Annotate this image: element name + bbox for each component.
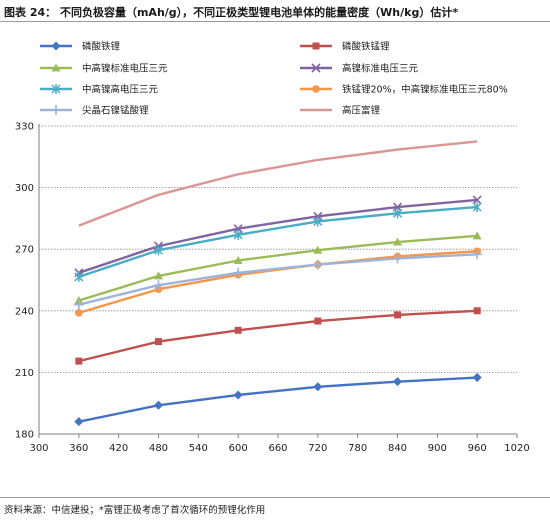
figure-header: 图表 24： 不同负极容量（mAh/g），不同正极类型锂电池单体的能量密度（Wh… [0, 0, 550, 24]
chart-series [73, 140, 483, 427]
legend-label: 高压富锂 [342, 105, 381, 117]
x-tick-label: 720 [308, 443, 327, 454]
legend-item: 高压富锂 [300, 105, 381, 117]
chart-axes: 180 210 240 270 300 330 300 360 420 480 540 600 660 7… [15, 122, 530, 455]
legend-item: 中高镍高电压三元 [40, 84, 159, 96]
x-tick-label: 660 [268, 443, 287, 454]
legend-item: 磷酸铁锂 [40, 41, 121, 53]
series-line [78, 198, 478, 274]
series-line [78, 376, 478, 423]
x-tick-label: 900 [428, 443, 447, 454]
series-高压富锂 [78, 140, 478, 227]
header-rule [0, 21, 550, 22]
y-tick-label: 300 [15, 183, 34, 194]
series-line [78, 205, 478, 279]
legend-swatch-marker [312, 42, 320, 50]
legend-label: 高镍标准电压三元 [342, 63, 419, 75]
data-point [313, 216, 323, 227]
footer-rule [0, 497, 550, 498]
legend-item: 铁锰锂20%，中高镍标准电压三元80% [300, 84, 508, 96]
data-point [314, 317, 322, 325]
x-tick-label: 300 [29, 443, 48, 454]
data-point [472, 249, 483, 260]
x-tick-label: 960 [468, 443, 487, 454]
data-point [473, 307, 481, 315]
x-tick-label: 420 [109, 443, 128, 454]
series-line [78, 253, 478, 306]
legend-label: 尖晶石镍锰酸锂 [82, 105, 149, 117]
data-point [472, 373, 482, 383]
x-tick-label: 600 [229, 443, 248, 454]
legend-swatch-marker [311, 63, 321, 73]
legend-item: 中高镍标准电压三元 [40, 63, 168, 75]
data-point [233, 255, 243, 264]
data-point [233, 390, 243, 400]
y-tick-label: 210 [15, 368, 34, 379]
data-point [313, 382, 323, 392]
data-point [74, 417, 84, 427]
data-point [154, 400, 163, 410]
legend-swatch-marker [51, 84, 61, 94]
data-point [233, 229, 243, 240]
data-point [73, 299, 84, 310]
data-point [392, 253, 403, 264]
data-point [153, 245, 164, 256]
legend-label: 磷酸铁锂 [82, 41, 121, 53]
legend-label: 磷酸铁锰锂 [342, 41, 390, 53]
data-point [472, 202, 482, 213]
legend-label: 铁锰锂20%，中高镍标准电压三元80% [342, 84, 508, 96]
y-tick-label: 270 [15, 245, 34, 256]
data-point [393, 377, 402, 387]
series-磷酸铁锂 [74, 373, 482, 427]
data-point [393, 237, 402, 246]
series-line [78, 309, 478, 363]
series-中高镍高电压三元 [74, 202, 482, 282]
series-高镍标准电压三元 [74, 195, 482, 278]
legend-item: 高镍标准电压三元 [300, 63, 419, 75]
data-point [75, 309, 83, 317]
legend-label: 中高镍标准电压三元 [82, 63, 168, 75]
data-point [153, 280, 164, 291]
series-尖晶石镍锰酸锂 [73, 249, 483, 310]
data-point [472, 195, 482, 205]
data-point [233, 267, 244, 278]
y-tick-label: 330 [15, 122, 34, 133]
data-point [312, 259, 323, 270]
figure-footnote: 资料来源：中信建投；*富锂正极考虑了首次循环的预锂化作用 [4, 505, 266, 516]
figure-caption: 图表 24： 不同负极容量（mAh/g），不同正极类型锂电池单体的能量密度（Wh… [4, 6, 459, 19]
x-tick-label: 840 [388, 443, 407, 454]
y-tick-label: 240 [15, 306, 34, 317]
data-point [313, 245, 323, 254]
data-point [154, 271, 163, 280]
data-point [472, 231, 482, 240]
legend-swatch-marker [51, 63, 61, 72]
legend-swatch-marker [51, 105, 61, 115]
legend-swatch-marker [51, 41, 61, 51]
legend-item: 尖晶石镍锰酸锂 [40, 105, 149, 117]
x-tick-label: 780 [348, 443, 367, 454]
legend-item: 磷酸铁锰锂 [300, 41, 390, 53]
y-tick-label: 180 [15, 430, 34, 441]
legend-swatch-marker [312, 85, 320, 93]
data-point [74, 271, 84, 282]
x-tick-label: 480 [149, 443, 168, 454]
chart-gridlines [39, 125, 517, 373]
series-磷酸铁锰锂 [75, 307, 481, 365]
series-line [78, 234, 478, 302]
data-point [155, 338, 162, 346]
x-tick-label: 360 [69, 443, 88, 454]
x-tick-label: 540 [189, 443, 208, 454]
data-point [234, 326, 242, 334]
data-point [394, 311, 401, 319]
x-tick-label: 1020 [504, 443, 529, 454]
data-point [392, 208, 403, 219]
legend-label: 中高镍高电压三元 [82, 84, 159, 96]
data-point [75, 357, 83, 365]
series-line [78, 140, 478, 227]
